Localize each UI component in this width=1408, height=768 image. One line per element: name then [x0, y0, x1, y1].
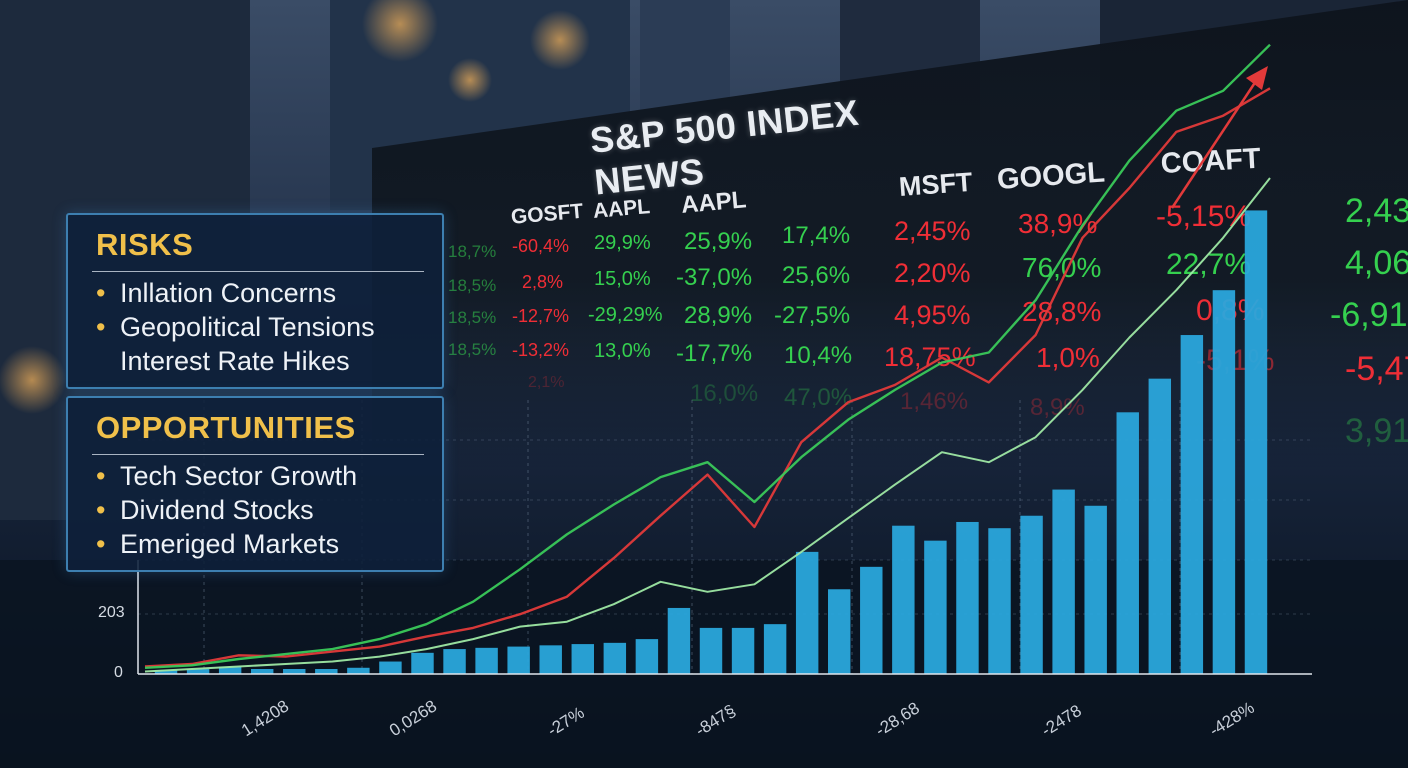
bar [956, 521, 979, 674]
quote-cell: 18,7% [448, 242, 497, 261]
quote-cell: 2,8% [522, 272, 564, 292]
quote-cell: 18,5% [448, 340, 497, 359]
bar [988, 528, 1011, 674]
quote-cell: 1,46% [900, 388, 969, 415]
quote-cell: -60,4% [512, 236, 570, 256]
bar [860, 566, 883, 674]
quote-cell: -37,0% [676, 264, 753, 291]
opportunity-item: • Dividend Stocks [96, 495, 314, 525]
bar [1020, 515, 1043, 674]
divider [92, 454, 424, 455]
bar [603, 642, 627, 674]
bar [1084, 505, 1107, 674]
bullet-icon: • [96, 529, 106, 559]
bar [1212, 290, 1236, 674]
risk-item: Interest Rate Hikes [120, 346, 350, 376]
bar [892, 525, 915, 674]
bullet-icon: • [96, 278, 106, 308]
quote-cell: 4,95% [894, 300, 971, 330]
bar [411, 652, 434, 674]
y-tick-label: 203 [98, 604, 125, 621]
bar [795, 551, 819, 674]
quote-cell: 2,45% [894, 216, 971, 246]
opportunity-item: • Tech Sector Growth [96, 461, 358, 491]
bar [539, 645, 562, 674]
bar [1052, 489, 1075, 674]
bar [635, 639, 659, 674]
trend-arrow-line [1170, 77, 1260, 209]
quote-cell: 18,5% [448, 276, 497, 295]
ticker-board [372, 0, 1408, 470]
opportunity-item: • Emeriged Markets [96, 529, 340, 559]
quote-cell: -5,15% [1156, 200, 1252, 233]
bar [347, 667, 370, 674]
quote-cell: 4,06 [1345, 244, 1408, 282]
bar [1180, 335, 1204, 674]
bar [218, 666, 242, 674]
bar [315, 669, 338, 674]
risks-panel: RISKS • Inllation Concerns • Geopolitical … [66, 213, 444, 389]
bar [283, 669, 306, 674]
bullet-icon: • [96, 312, 106, 342]
quote-cell: 17,4% [782, 222, 851, 249]
quote-cell: -27,5% [774, 302, 851, 329]
bar [699, 627, 723, 674]
quote-cell: 2,1% [528, 374, 565, 391]
risk-item: • Geopolitical Tensions [96, 312, 375, 342]
quote-cell: 3,91 [1345, 412, 1408, 450]
series-line [144, 87, 1271, 668]
arrow-head-icon [1246, 66, 1268, 90]
quote-cell: 2,20% [894, 258, 971, 288]
bar [828, 589, 851, 674]
opportunities-panel: OPPORTUNITIES • Tech Sector Growth • Divid… [66, 396, 444, 572]
quote-cell: 2,43 [1345, 192, 1408, 230]
bar [763, 624, 787, 674]
quote-cell: 16,0% [690, 380, 759, 407]
bar [924, 540, 947, 674]
quote-cell: -17,7% [676, 340, 753, 367]
quote-cell: 29,9% [594, 232, 651, 254]
bar [507, 646, 530, 674]
bar [731, 627, 755, 674]
bar [250, 669, 274, 674]
quote-cell: 1,0% [1036, 342, 1100, 373]
quote-cell: -13,2% [512, 340, 570, 360]
bar [154, 670, 178, 674]
bar [571, 644, 594, 674]
bar [667, 607, 691, 674]
series-line [144, 177, 1271, 673]
y-tick-label: 0 [114, 664, 123, 681]
bar [475, 647, 498, 674]
quote-cell: -29,29% [588, 304, 663, 326]
bar [1148, 378, 1172, 674]
divider [92, 271, 424, 272]
bullet-icon: • [96, 495, 106, 525]
risks-title: RISKS [96, 227, 194, 262]
quote-cell: 18,5% [448, 308, 497, 327]
opportunities-title: OPPORTUNITIES [96, 410, 356, 445]
bar [443, 649, 466, 674]
quote-cell: 25,6% [782, 262, 851, 289]
quote-cell: 28,9% [684, 302, 753, 329]
quote-cell: 13,0% [594, 340, 651, 362]
quote-cell: 10,4% [784, 342, 853, 369]
quote-cell: 15,0% [594, 268, 651, 290]
bar [186, 669, 210, 674]
bar [379, 661, 402, 674]
series-line [144, 43, 1271, 669]
quote-cell: -6,91 [1330, 296, 1408, 334]
bar [1244, 210, 1268, 674]
quote-cell: -5,47 [1345, 350, 1408, 388]
quote-cell: -12,7% [512, 306, 570, 326]
bullet-icon: • [96, 461, 106, 491]
quote-cell: 47,0% [784, 384, 853, 411]
bar [1116, 412, 1139, 674]
risk-item: • Inllation Concerns [96, 278, 337, 308]
quote-cell: 25,9% [684, 228, 753, 255]
